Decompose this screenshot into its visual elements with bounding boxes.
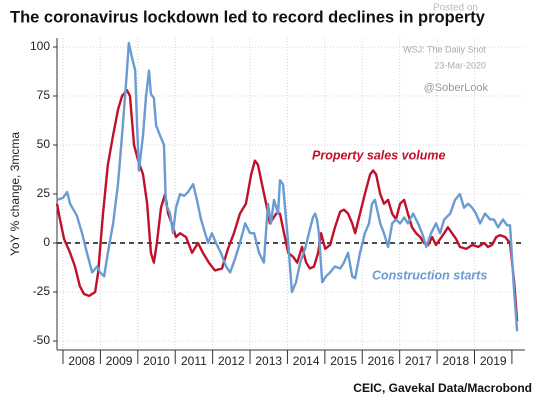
x-tick-label: 2015 xyxy=(330,354,357,368)
y-tick-label: -25 xyxy=(33,284,51,298)
x-tick-label: 2009 xyxy=(106,354,133,368)
series-label: Property sales volume xyxy=(312,148,445,162)
x-tick-label: 2013 xyxy=(255,354,282,368)
x-tick-label: 2018 xyxy=(442,354,469,368)
y-tick-label: 50 xyxy=(37,137,51,151)
y-tick-label: 25 xyxy=(37,186,51,200)
watermark: Posted on xyxy=(433,3,478,14)
series-label: Construction starts xyxy=(372,268,487,282)
x-tick-label: 2019 xyxy=(480,354,507,368)
series-line xyxy=(55,88,519,322)
series-line xyxy=(56,41,519,332)
x-tick-label: 2012 xyxy=(218,354,245,368)
y-tick-label: 0 xyxy=(43,235,50,249)
y-tick-label: 100 xyxy=(30,39,50,53)
x-tick-label: 2008 xyxy=(68,354,95,368)
y-tick-label: -50 xyxy=(33,333,51,347)
y-tick-label: 75 xyxy=(37,88,51,102)
source: CEIC, Gavekal Data/Macrobond xyxy=(353,381,532,395)
chart-title: The coronavirus lockdown led to record d… xyxy=(10,8,486,26)
x-tick-label: 2014 xyxy=(293,354,320,368)
watermark: WSJ: The Daily Shot xyxy=(403,44,486,54)
x-tick-label: 2011 xyxy=(181,354,207,368)
watermark: @SoberLook xyxy=(424,82,489,94)
y-axis-label: YoY % change, 3mcma xyxy=(8,132,22,256)
watermark: 23-Mar-2020 xyxy=(434,60,486,70)
x-tick-label: 2010 xyxy=(143,354,170,368)
x-tick-label: 2016 xyxy=(368,354,395,368)
x-tick-label: 2017 xyxy=(405,354,432,368)
